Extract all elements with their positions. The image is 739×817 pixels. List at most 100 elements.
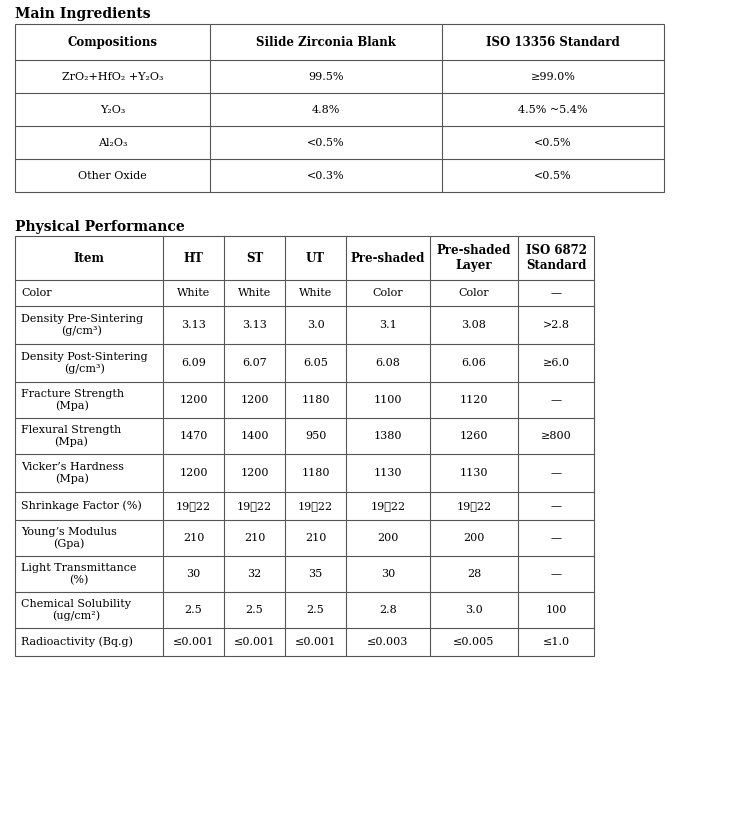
Text: ≥6.0: ≥6.0 [542, 358, 570, 368]
Text: Color: Color [21, 288, 52, 298]
Text: 1470: 1470 [180, 431, 208, 441]
Text: Silide Zirconia Blank: Silide Zirconia Blank [256, 35, 396, 48]
Text: 210: 210 [183, 533, 204, 543]
Text: 1400: 1400 [240, 431, 269, 441]
Text: 1120: 1120 [460, 395, 488, 405]
Text: Al₂O₃: Al₂O₃ [98, 137, 127, 148]
Text: 32: 32 [248, 569, 262, 579]
Text: 35: 35 [308, 569, 323, 579]
Text: ≥800: ≥800 [541, 431, 571, 441]
Text: 1260: 1260 [460, 431, 488, 441]
Text: 100: 100 [545, 605, 567, 615]
Text: Radioactivity (Bq.g): Radioactivity (Bq.g) [21, 636, 133, 647]
Text: Youngʼs Modulus
(Gpa): Youngʼs Modulus (Gpa) [21, 527, 117, 549]
Text: 19～22: 19～22 [298, 501, 333, 511]
Text: 210: 210 [304, 533, 326, 543]
Text: Pre-shaded: Pre-shaded [351, 252, 425, 265]
Text: ≤0.005: ≤0.005 [453, 637, 494, 647]
Text: 19～22: 19～22 [176, 501, 211, 511]
Text: —: — [551, 501, 562, 511]
Text: 6.08: 6.08 [375, 358, 401, 368]
Text: ≤0.001: ≤0.001 [173, 637, 214, 647]
Text: ST: ST [246, 252, 263, 265]
Text: 6.07: 6.07 [242, 358, 267, 368]
Text: 3.1: 3.1 [379, 320, 397, 330]
Text: Other Oxide: Other Oxide [78, 171, 147, 181]
Text: 99.5%: 99.5% [308, 72, 344, 82]
Text: 2.5: 2.5 [307, 605, 324, 615]
Text: 950: 950 [304, 431, 326, 441]
Text: —: — [551, 468, 562, 478]
Text: ISO 6872
Standard: ISO 6872 Standard [525, 243, 587, 272]
Text: 1130: 1130 [374, 468, 402, 478]
Text: Y₂O₃: Y₂O₃ [100, 105, 125, 114]
Text: 1130: 1130 [460, 468, 488, 478]
Text: White: White [238, 288, 271, 298]
Text: 3.13: 3.13 [242, 320, 267, 330]
Text: 210: 210 [244, 533, 265, 543]
Text: <0.3%: <0.3% [307, 171, 345, 181]
Text: 3.13: 3.13 [181, 320, 206, 330]
Text: <0.5%: <0.5% [534, 137, 572, 148]
Text: 2.8: 2.8 [379, 605, 397, 615]
Text: 200: 200 [463, 533, 485, 543]
Text: 1200: 1200 [180, 468, 208, 478]
Bar [15, 24, 664, 192]
Text: 3.08: 3.08 [462, 320, 486, 330]
Text: UT: UT [306, 252, 325, 265]
Text: 4.8%: 4.8% [312, 105, 340, 114]
Text: 1180: 1180 [302, 395, 330, 405]
Text: 30: 30 [381, 569, 395, 579]
Text: 6.06: 6.06 [462, 358, 486, 368]
Text: 1200: 1200 [180, 395, 208, 405]
Text: Fracture Strength
(Mpa): Fracture Strength (Mpa) [21, 389, 124, 411]
Text: 1200: 1200 [240, 468, 269, 478]
Text: 1380: 1380 [374, 431, 402, 441]
Text: 19～22: 19～22 [457, 501, 491, 511]
Text: —: — [551, 288, 562, 298]
Text: Pre-shaded
Layer: Pre-shaded Layer [437, 243, 511, 272]
Text: —: — [551, 533, 562, 543]
Text: 19～22: 19～22 [237, 501, 272, 511]
Text: 6.05: 6.05 [303, 358, 328, 368]
Text: Density Pre-Sintering
(g/cm³): Density Pre-Sintering (g/cm³) [21, 314, 143, 337]
Text: 200: 200 [378, 533, 398, 543]
Text: Main Ingredients: Main Ingredients [15, 7, 151, 21]
Text: Color: Color [459, 288, 489, 298]
Text: —: — [551, 395, 562, 405]
Text: Physical Performance: Physical Performance [15, 220, 185, 234]
Text: ≤1.0: ≤1.0 [542, 637, 570, 647]
Text: —: — [551, 569, 562, 579]
Text: Compositions: Compositions [67, 35, 157, 48]
Text: ≤0.001: ≤0.001 [295, 637, 336, 647]
Text: Shrinkage Factor (%): Shrinkage Factor (%) [21, 501, 142, 511]
Text: Item: Item [74, 252, 104, 265]
Text: Vicker’s Hardness
(Mpa): Vicker’s Hardness (Mpa) [21, 462, 124, 484]
Text: ≤0.001: ≤0.001 [234, 637, 275, 647]
Text: Light Transmittance
(%): Light Transmittance (%) [21, 563, 137, 585]
Text: ZrO₂+HfO₂ +Y₂O₃: ZrO₂+HfO₂ +Y₂O₃ [62, 72, 163, 82]
Text: 1100: 1100 [374, 395, 402, 405]
Text: 6.09: 6.09 [181, 358, 206, 368]
Text: 2.5: 2.5 [185, 605, 202, 615]
Text: 3.0: 3.0 [465, 605, 483, 615]
Text: 4.5% ~5.4%: 4.5% ~5.4% [518, 105, 588, 114]
Text: 1180: 1180 [302, 468, 330, 478]
Text: Flexural Strength
(Mpa): Flexural Strength (Mpa) [21, 425, 121, 448]
Text: White: White [299, 288, 332, 298]
Text: ≥99.0%: ≥99.0% [531, 72, 576, 82]
Text: >2.8: >2.8 [542, 320, 570, 330]
Text: ≤0.003: ≤0.003 [367, 637, 409, 647]
Text: 28: 28 [467, 569, 481, 579]
Text: ISO 13356 Standard: ISO 13356 Standard [486, 35, 620, 48]
Text: Density Post-Sintering
(g/cm³): Density Post-Sintering (g/cm³) [21, 351, 148, 374]
Text: HT: HT [183, 252, 203, 265]
Text: 2.5: 2.5 [245, 605, 263, 615]
Text: Chemical Solubility
(ug/cm²): Chemical Solubility (ug/cm²) [21, 599, 131, 622]
Bar [15, 236, 594, 656]
Text: Color: Color [372, 288, 403, 298]
Text: <0.5%: <0.5% [307, 137, 345, 148]
Text: 19～22: 19～22 [370, 501, 406, 511]
Text: 30: 30 [186, 569, 200, 579]
Text: 3.0: 3.0 [307, 320, 324, 330]
